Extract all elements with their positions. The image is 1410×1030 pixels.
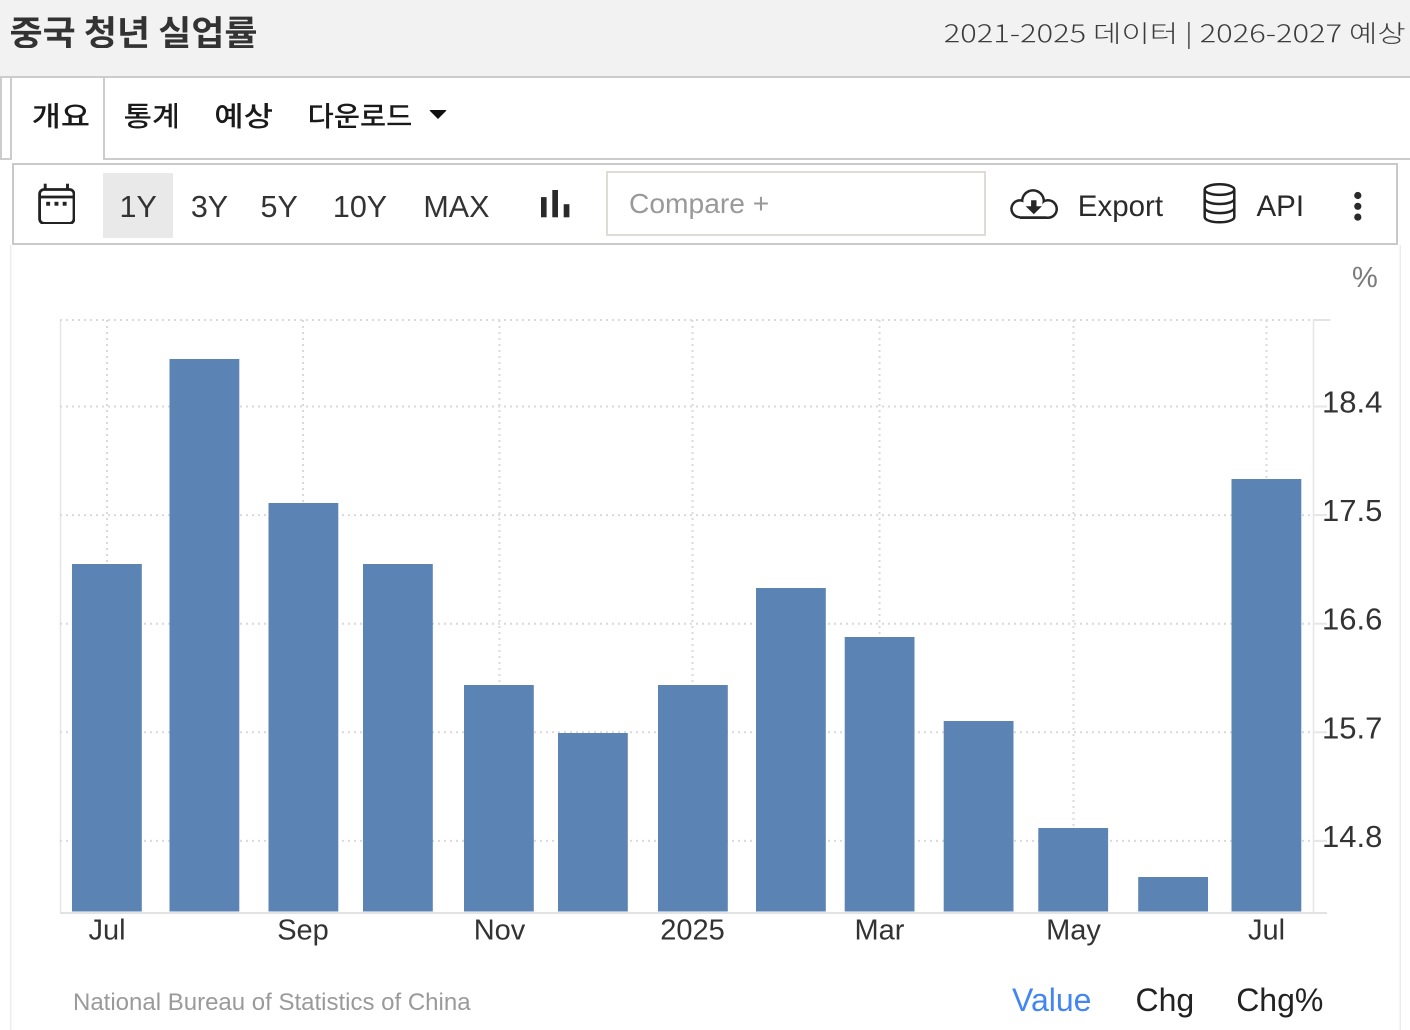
svg-text:Chg%: Chg% — [1236, 982, 1323, 1018]
svg-text:Sep: Sep — [277, 915, 329, 947]
svg-text:17.5: 17.5 — [1322, 493, 1382, 528]
svg-text:15.7: 15.7 — [1322, 710, 1382, 745]
svg-text:14.8: 14.8 — [1322, 819, 1382, 854]
svg-text:Jul: Jul — [1248, 915, 1285, 947]
svg-text:%: % — [1352, 262, 1378, 294]
svg-text:Value: Value — [1012, 982, 1091, 1018]
svg-text:National Bureau of Statistics: National Bureau of Statistics of China — [73, 989, 471, 1016]
svg-text:18.4: 18.4 — [1322, 385, 1382, 420]
svg-text:Jul: Jul — [88, 915, 125, 947]
svg-text:2025: 2025 — [660, 915, 725, 947]
svg-text:Nov: Nov — [474, 915, 526, 947]
svg-text:16.6: 16.6 — [1322, 602, 1382, 637]
svg-text:Mar: Mar — [855, 915, 905, 947]
svg-text:May: May — [1046, 915, 1101, 947]
svg-text:Chg: Chg — [1136, 982, 1195, 1018]
